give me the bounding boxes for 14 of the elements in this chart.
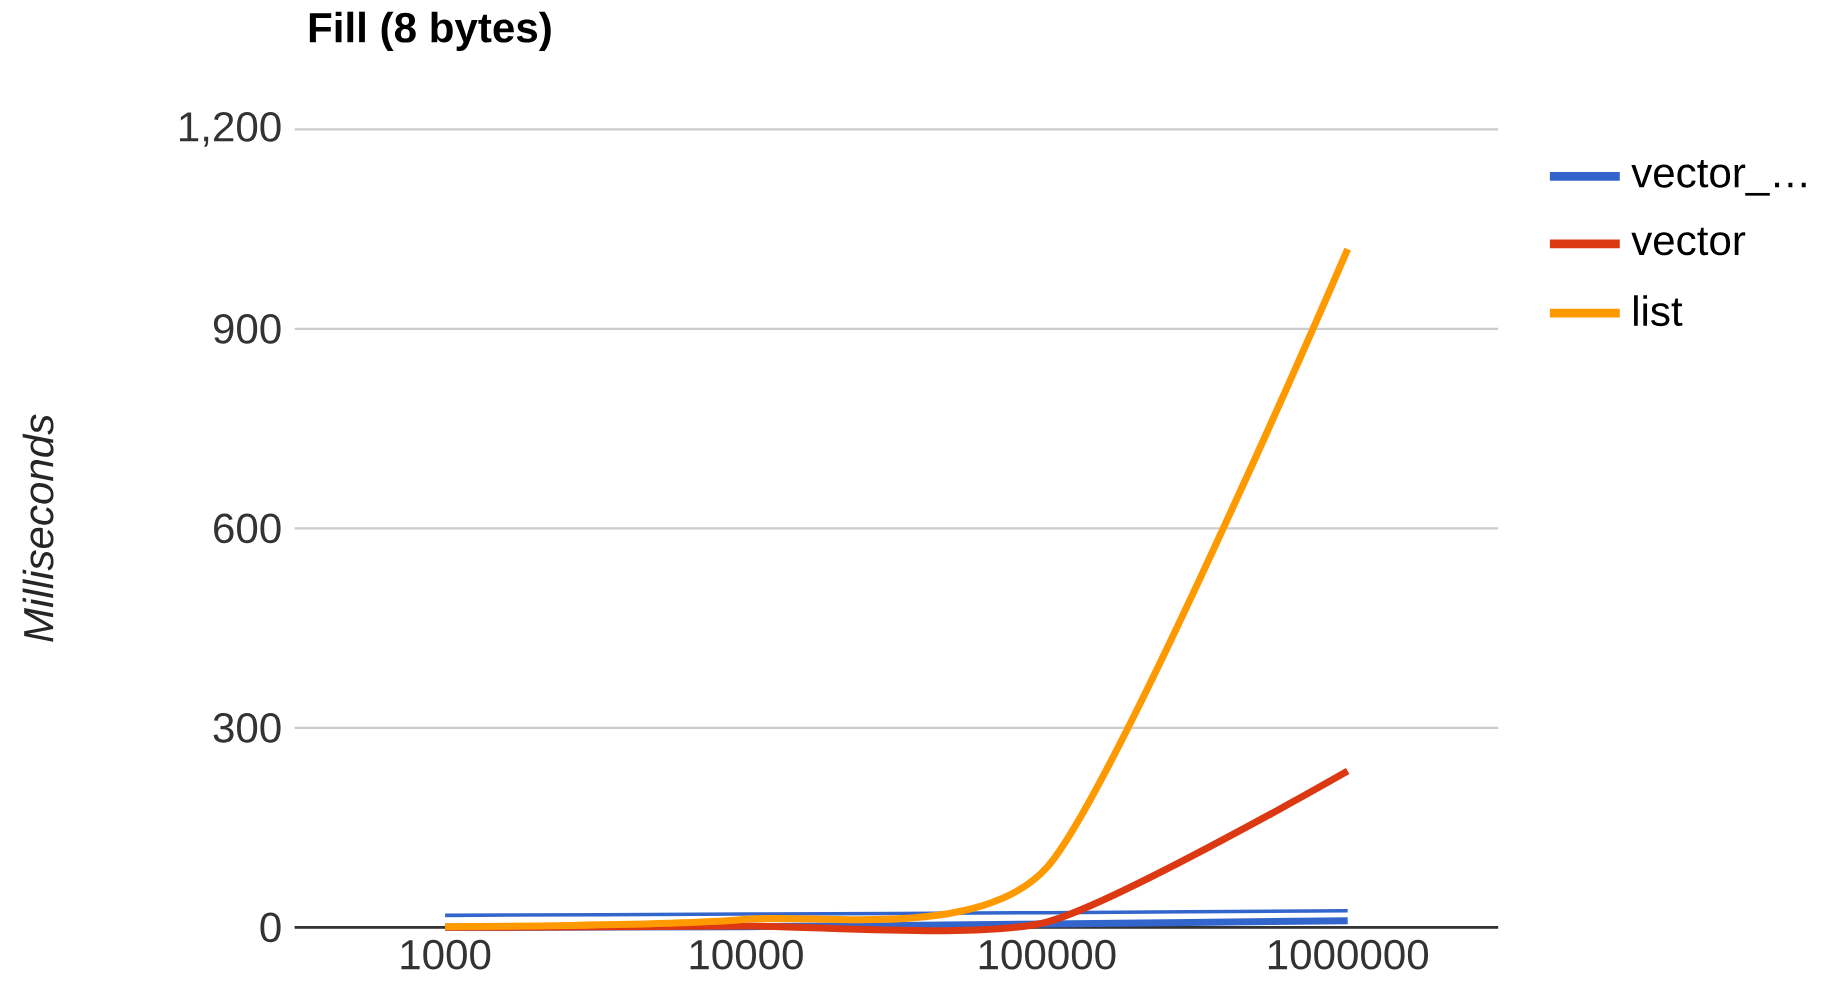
x-tick-label: 10000: [690, 939, 803, 970]
y-tick-label: 0: [260, 912, 281, 943]
y-axis-title: Milliseconds: [22, 414, 54, 642]
y-tick-label: 300: [213, 712, 281, 743]
x-tick-label: 100000: [979, 939, 1116, 970]
y-tick-label: 600: [214, 513, 281, 544]
y-tick-label: 900: [213, 313, 281, 344]
legend-label: vector: [1631, 227, 1746, 256]
y-tick-label: 1,200: [180, 111, 281, 147]
x-tick-label: 1000000: [1268, 939, 1429, 970]
legend-label: vector_…: [1631, 159, 1806, 196]
x-tick-label: 1000: [401, 939, 491, 970]
chart-title: Fill (8 bytes): [309, 11, 551, 51]
legend-label: list: [1634, 295, 1683, 327]
